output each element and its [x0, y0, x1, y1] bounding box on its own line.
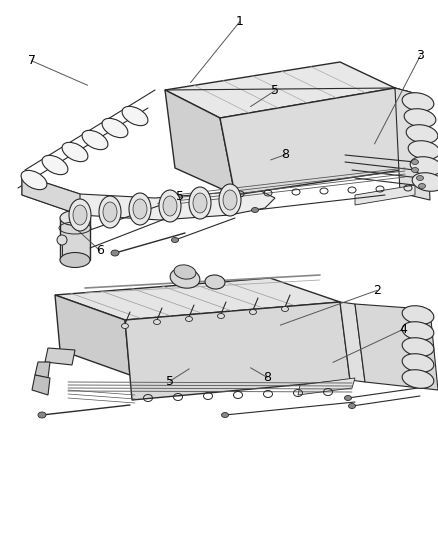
Ellipse shape: [402, 370, 434, 388]
Polygon shape: [395, 88, 430, 200]
Ellipse shape: [402, 306, 434, 324]
Ellipse shape: [121, 324, 128, 328]
Ellipse shape: [129, 193, 151, 225]
Text: 7: 7: [28, 54, 35, 67]
Ellipse shape: [408, 141, 438, 159]
Text: 5: 5: [166, 375, 174, 387]
Polygon shape: [355, 304, 420, 388]
Ellipse shape: [122, 107, 148, 126]
Ellipse shape: [406, 125, 438, 143]
Text: 8: 8: [263, 371, 271, 384]
Text: 3: 3: [417, 49, 424, 62]
Polygon shape: [55, 278, 340, 320]
Ellipse shape: [42, 155, 68, 175]
Ellipse shape: [223, 190, 237, 210]
Ellipse shape: [38, 412, 46, 418]
Ellipse shape: [402, 338, 434, 356]
Polygon shape: [22, 175, 80, 215]
Polygon shape: [35, 362, 50, 378]
Polygon shape: [395, 88, 430, 172]
Ellipse shape: [133, 199, 147, 219]
Ellipse shape: [73, 205, 87, 225]
Ellipse shape: [172, 238, 179, 243]
Ellipse shape: [99, 196, 121, 228]
Ellipse shape: [402, 322, 434, 340]
Text: 6: 6: [96, 244, 104, 257]
Ellipse shape: [174, 265, 196, 279]
Ellipse shape: [159, 190, 181, 222]
Polygon shape: [220, 88, 415, 195]
Ellipse shape: [412, 173, 438, 191]
Ellipse shape: [402, 354, 434, 372]
Ellipse shape: [402, 93, 434, 111]
Ellipse shape: [193, 193, 207, 213]
Ellipse shape: [60, 253, 90, 268]
Ellipse shape: [222, 413, 229, 417]
Ellipse shape: [186, 317, 192, 321]
Polygon shape: [55, 295, 130, 375]
Ellipse shape: [69, 199, 91, 231]
Text: 4: 4: [399, 323, 407, 336]
Ellipse shape: [57, 235, 67, 245]
Ellipse shape: [404, 109, 436, 127]
Ellipse shape: [282, 306, 289, 311]
Ellipse shape: [205, 275, 225, 289]
Text: 5: 5: [271, 84, 279, 97]
Ellipse shape: [189, 187, 211, 219]
Polygon shape: [125, 302, 350, 400]
Text: 1: 1: [236, 15, 244, 28]
Ellipse shape: [218, 313, 225, 319]
Ellipse shape: [418, 183, 425, 189]
Ellipse shape: [103, 202, 117, 222]
Ellipse shape: [111, 250, 119, 256]
Polygon shape: [395, 88, 428, 108]
Ellipse shape: [250, 310, 257, 314]
Ellipse shape: [251, 207, 258, 213]
Ellipse shape: [219, 184, 241, 216]
Ellipse shape: [60, 211, 90, 225]
Ellipse shape: [62, 142, 88, 161]
Ellipse shape: [163, 196, 177, 216]
Ellipse shape: [417, 175, 424, 181]
Polygon shape: [410, 308, 438, 390]
Ellipse shape: [153, 319, 160, 325]
Ellipse shape: [102, 118, 128, 138]
Ellipse shape: [345, 395, 352, 400]
Text: 5: 5: [176, 190, 184, 203]
Text: 8: 8: [282, 148, 290, 161]
Ellipse shape: [170, 268, 200, 288]
Polygon shape: [45, 348, 75, 365]
Polygon shape: [298, 378, 355, 395]
Ellipse shape: [349, 403, 356, 408]
Text: 2: 2: [373, 284, 381, 297]
Polygon shape: [32, 375, 50, 395]
Ellipse shape: [411, 167, 418, 173]
Polygon shape: [165, 90, 235, 195]
Ellipse shape: [82, 131, 108, 150]
Polygon shape: [60, 218, 90, 260]
Polygon shape: [165, 62, 395, 118]
Polygon shape: [22, 175, 275, 220]
Ellipse shape: [410, 157, 438, 175]
Polygon shape: [355, 185, 415, 205]
Polygon shape: [340, 302, 365, 382]
Ellipse shape: [21, 171, 47, 190]
Ellipse shape: [411, 159, 418, 165]
